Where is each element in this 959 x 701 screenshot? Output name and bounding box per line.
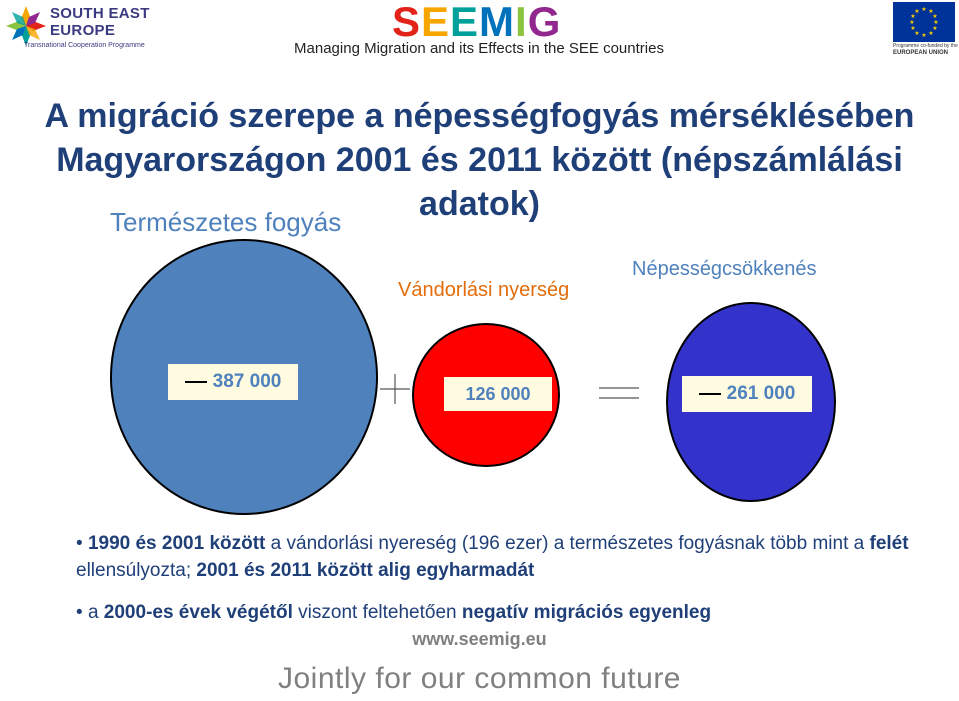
seemig-letter-m: M [479,0,516,45]
minus-sign-icon [698,393,721,395]
svg-text:★: ★ [932,25,937,32]
svg-text:★: ★ [921,6,926,13]
seemig-letter-s: S [392,0,422,45]
population-decrease-label: Népességcsökkenés [632,258,817,280]
bullet-1-part3: felét [869,533,909,554]
logo-line3: Transnational Cooperation Programme [24,42,145,49]
website-link[interactable]: www.seemig.eu [412,629,547,649]
seemig-letter-i: I [515,0,528,45]
migration-gain-value: 126 000 [465,383,531,404]
slide-title: A migráció szerepe a népességfogyás mérs… [0,94,959,226]
logo-line2: EUROPE [50,22,116,39]
see-star-icon [6,6,46,46]
title-line1: A migráció szerepe a népességfogyás mérs… [44,97,915,135]
natural-decrease-value-box: 387 000 [168,364,298,400]
svg-text:★: ★ [910,13,915,20]
svg-text:★: ★ [933,19,938,26]
svg-text:★: ★ [914,30,919,37]
seemig-letter-e2: E [450,0,480,45]
bullet-2-part4: negatív migrációs egyenleg [461,602,712,623]
bullet-2-part2: 2000-es évek végétől [103,602,293,623]
svg-text:★: ★ [928,8,933,15]
natural-decrease-value: 387 000 [212,371,282,392]
seemig-letter-g: G [527,0,562,45]
footer-slogan: Jointly for our common future [278,662,681,695]
svg-text:★: ★ [909,19,914,26]
svg-text:★: ★ [914,8,919,15]
bullet-dot-icon: • [76,602,88,623]
seemig-letter-e1: E [421,0,451,45]
natural-decrease-label: Természetes fogyás [110,207,342,237]
population-decrease-value-box: 261 000 [682,376,812,412]
bullet-2: • a 2000-es évek végétől viszont feltehe… [76,599,936,626]
equals-operator-icon [599,387,639,399]
seemig-logo: SEEMIG [392,0,572,45]
south-east-europe-logo: SOUTH EAST EUROPE Transnational Cooperat… [4,2,154,54]
bullet-1-part1: 1990 és 2001 között [87,533,266,554]
migration-gain-value-box: 126 000 [444,377,552,411]
bullet-2-part3: viszont feltehetően [292,602,462,623]
svg-text:★: ★ [928,30,933,37]
bullet-1-part5: 2001 és 2011 között alig egyharmadát [196,560,535,581]
eu-flag-icon: ★ ★ ★ ★ ★ ★ ★ ★ ★ ★ ★ ★ [893,2,955,42]
population-decrease-value: 261 000 [726,383,796,404]
bullet-dot-icon: • [76,533,88,554]
minus-sign-icon [184,381,207,383]
header-tagline: Managing Migration and its Effects in th… [294,40,664,57]
migration-gain-label: Vándorlási nyerség [398,279,570,301]
eu-logo-line1: Programme co-funded by the [893,43,958,49]
bullet-1: • 1990 és 2001 között a vándorlási nyere… [76,530,936,584]
title-line2: Magyarországon 2001 és 2011 között (néps… [56,141,903,223]
bullet-1-part2: a vándorlási nyereség (196 ezer) a termé… [265,533,870,554]
svg-text:★: ★ [910,25,915,32]
bullet-2-part1: a [87,602,104,623]
logo-line1: SOUTH EAST [50,5,150,22]
eu-logo: ★ ★ ★ ★ ★ ★ ★ ★ ★ ★ ★ ★ Programme co-fun… [893,2,958,58]
svg-text:★: ★ [932,13,937,20]
eu-logo-line2: EUROPEAN UNION [893,50,949,56]
plus-operator-icon [380,374,410,404]
bullet-1-part4: ellensúlyozta; [76,560,197,581]
svg-text:★: ★ [921,32,926,39]
